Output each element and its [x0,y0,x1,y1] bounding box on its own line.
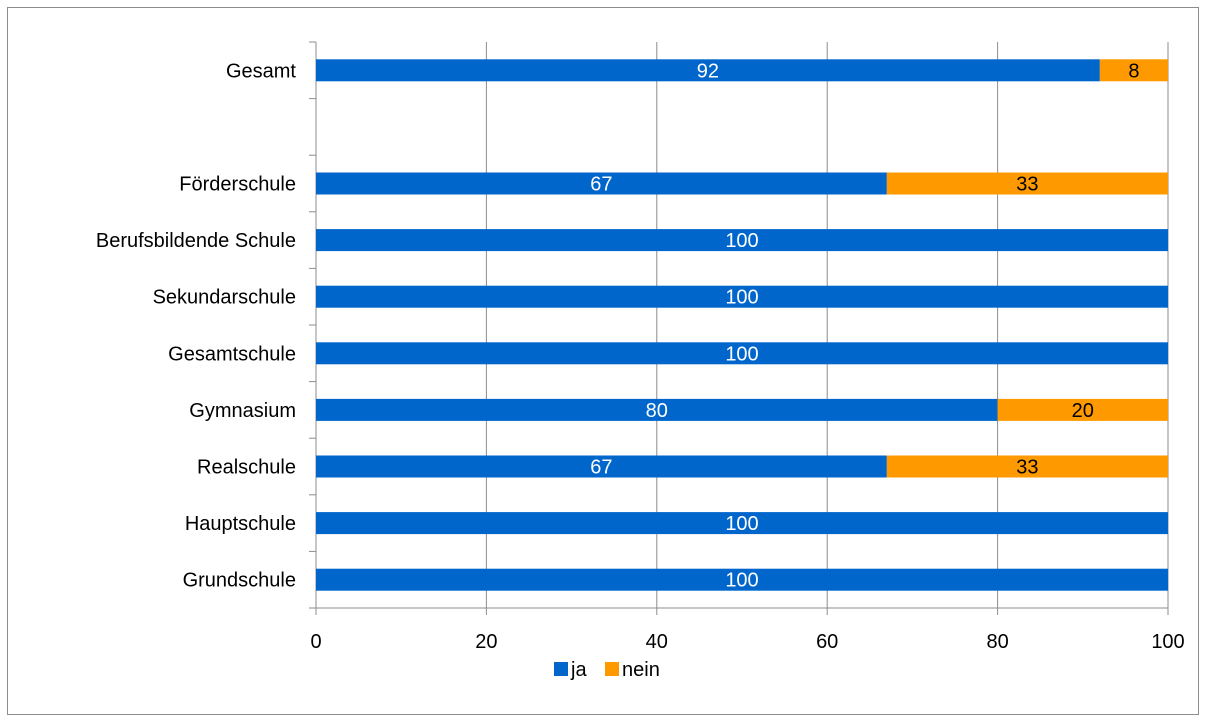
data-label-ja: 67 [590,174,612,196]
bar-ja [316,285,1168,308]
category-labels: Gesamt Förderschule Berufsbildende Schule S… [96,60,297,591]
bar-ja [316,568,1168,591]
data-label-ja: 100 [725,287,758,309]
bar-ja [316,512,1168,535]
category-label: Hauptschule [185,513,296,535]
data-labels: 92 8 67 33 100 100 100 80 20 67 33 100 100 [590,60,1139,591]
bar-ja [316,229,1168,252]
category-label: Gymnasium [189,400,296,422]
data-label-ja: 80 [646,400,668,422]
legend-swatch-ja [554,662,568,676]
category-label: Grundschule [183,570,296,592]
data-label-nein: 8 [1128,60,1139,82]
x-tick-label: 60 [816,631,838,653]
data-label-nein: 33 [1016,457,1038,479]
x-tick-labels: 0 20 40 60 80 100 [310,631,1184,653]
legend-label-nein: nein [622,659,660,681]
data-label-ja: 100 [725,343,758,365]
data-label-ja: 100 [725,570,758,592]
x-tick-label: 40 [646,631,668,653]
bar-ja [316,455,887,478]
data-label-nein: 20 [1072,400,1094,422]
data-label-ja: 100 [725,230,758,252]
legend-swatch-nein [605,662,619,676]
bar-ja [316,398,998,421]
x-tick-label: 20 [475,631,497,653]
category-label: Förderschule [179,174,296,196]
bar-ja [316,342,1168,365]
category-label: Gesamtschule [168,343,296,365]
legend-label-ja: ja [570,659,587,681]
category-label: Berufsbildende Schule [96,230,296,252]
data-label-ja: 100 [725,513,758,535]
bar-nein [1099,59,1168,82]
data-label-ja: 92 [697,60,719,82]
category-label: Sekundarschule [153,287,296,309]
legend: ja nein [554,659,660,681]
x-tick-label: 100 [1151,631,1184,653]
data-label-nein: 33 [1016,174,1038,196]
x-tick-label: 0 [310,631,321,653]
bar-ja [316,59,1100,82]
category-label: Realschule [197,457,296,479]
bar-ja [316,172,887,195]
bar-nein [886,172,1168,195]
data-label-ja: 67 [590,457,612,479]
x-tick-label: 80 [986,631,1008,653]
bar-nein [886,455,1168,478]
bar-nein [997,398,1168,421]
bars [316,59,1168,591]
category-label: Gesamt [226,60,296,82]
